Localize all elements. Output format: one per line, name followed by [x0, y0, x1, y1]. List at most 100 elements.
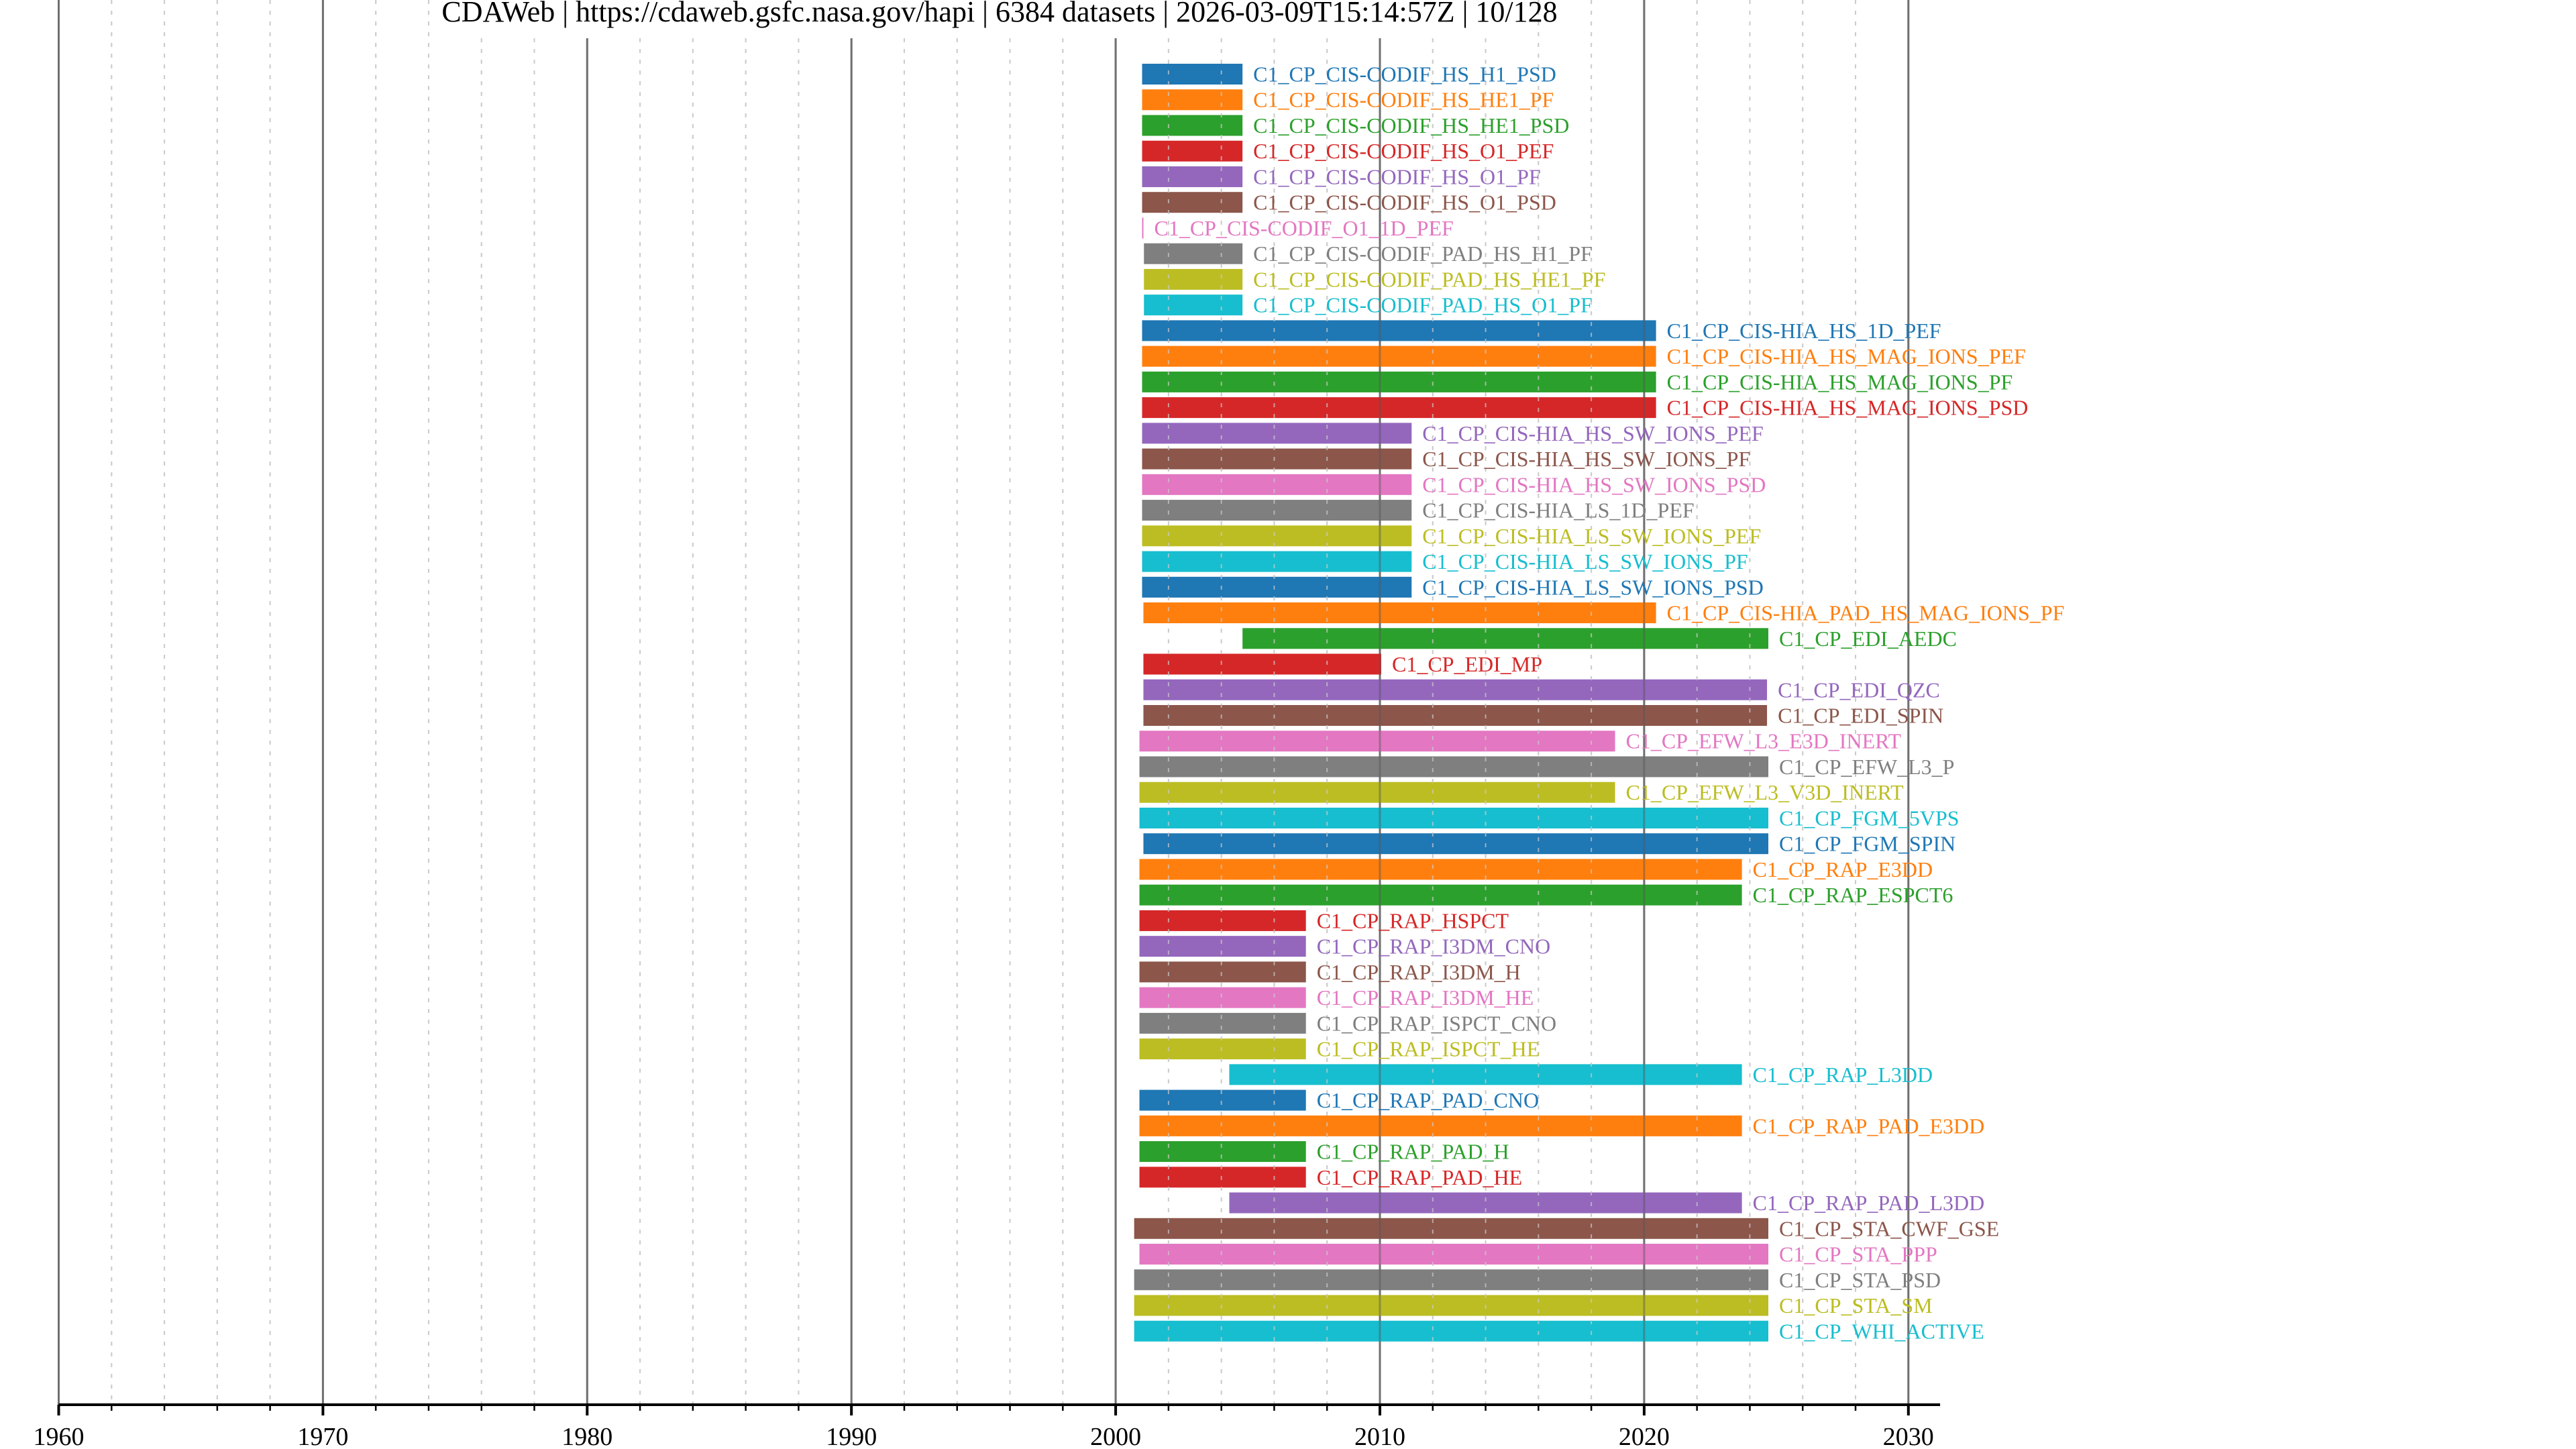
dataset-label: C1_CP_CIS-CODIF_HS_H1_PSD: [1253, 62, 1556, 87]
dataset-label: C1_CP_CIS-CODIF_HS_O1_PF: [1253, 164, 1541, 189]
dataset-bar[interactable]: [1142, 140, 1243, 162]
dataset-bar[interactable]: [1142, 551, 1412, 572]
dataset-bar[interactable]: [1134, 1320, 1769, 1342]
dataset-bar[interactable]: [1139, 936, 1306, 957]
dataset-bar[interactable]: [1142, 371, 1656, 392]
dataset-label: C1_CP_STA_SM: [1779, 1293, 1933, 1318]
dataset-bar[interactable]: [1142, 576, 1412, 598]
dataset-bar[interactable]: [1143, 833, 1769, 855]
dataset-bar[interactable]: [1139, 1038, 1306, 1060]
dataset-bar[interactable]: [1142, 115, 1243, 136]
dataset-bar[interactable]: [1139, 961, 1306, 983]
dataset-label: C1_CP_CIS-HIA_LS_SW_IONS_PEF: [1422, 524, 1761, 548]
dataset-bar[interactable]: [1139, 1244, 1769, 1265]
dataset-label: C1_CP_CIS-HIA_PAD_HS_MAG_IONS_PF: [1667, 601, 2065, 625]
dataset-bar[interactable]: [1144, 294, 1243, 316]
dataset-labels: C1_CP_CIS-CODIF_HS_H1_PSDC1_CP_CIS-CODIF…: [1154, 62, 2064, 1344]
dataset-bar[interactable]: [1142, 448, 1412, 470]
dataset-bar[interactable]: [1134, 1218, 1769, 1239]
title-background: [463, 0, 1536, 38]
dataset-label: C1_CP_RAP_PAD_HE: [1317, 1165, 1522, 1189]
dataset-bar[interactable]: [1142, 423, 1412, 444]
dataset-bar[interactable]: [1134, 1295, 1769, 1316]
dataset-label: C1_CP_CIS-CODIF_PAD_HS_HE1_PF: [1253, 267, 1605, 291]
dataset-bar[interactable]: [1144, 268, 1243, 290]
dataset-bar[interactable]: [1139, 1089, 1306, 1111]
dataset-bar[interactable]: [1142, 217, 1144, 239]
dataset-label: C1_CP_CIS-HIA_LS_1D_PEF: [1422, 498, 1694, 523]
dataset-label: C1_CP_RAP_I3DM_H: [1317, 960, 1521, 984]
gridline-overlay: [58, 0, 1910, 1405]
dataset-label: C1_CP_EFW_L3_P: [1779, 755, 1954, 779]
dataset-bar[interactable]: [1139, 910, 1306, 931]
dataset-label: C1_CP_CIS-HIA_HS_MAG_IONS_PF: [1667, 370, 2013, 394]
dataset-label: C1_CP_RAP_PAD_H: [1317, 1140, 1509, 1164]
dataset-bar[interactable]: [1142, 345, 1656, 367]
dataset-bar[interactable]: [1142, 525, 1412, 547]
dataset-label: C1_CP_CIS-CODIF_HS_HE1_PF: [1253, 88, 1554, 112]
x-tick-label: 1980: [561, 1423, 612, 1449]
chart-title-group: CDAWeb | https://cdaweb.gsfc.nasa.gov/ha…: [441, 0, 1558, 38]
dataset-label: C1_CP_CIS-HIA_LS_SW_IONS_PF: [1422, 549, 1748, 574]
dataset-label: C1_CP_RAP_I3DM_HE: [1317, 985, 1534, 1010]
dataset-bar[interactable]: [1143, 705, 1768, 726]
dataset-label: C1_CP_CIS-HIA_HS_MAG_IONS_PSD: [1667, 396, 2029, 420]
dataset-label: C1_CP_RAP_I3DM_CNO: [1317, 934, 1551, 959]
dataset-label: C1_CP_EDI_MP: [1392, 652, 1542, 676]
dataset-label: C1_CP_RAP_L3DD: [1753, 1063, 1933, 1087]
dataset-label: C1_CP_RAP_ISPCT_HE: [1317, 1037, 1540, 1061]
dataset-bar[interactable]: [1142, 320, 1656, 341]
dataset-label: C1_CP_FGM_5VPS: [1779, 806, 1960, 830]
dataset-label: C1_CP_EFW_L3_V3D_INERT: [1626, 780, 1904, 804]
dataset-bar[interactable]: [1143, 653, 1381, 675]
dataset-bar[interactable]: [1139, 884, 1742, 906]
dataset-label: C1_CP_RAP_HSPCT: [1317, 908, 1509, 932]
dataset-label: C1_CP_STA_CWF_GSE: [1779, 1216, 1999, 1240]
chart-title: CDAWeb | https://cdaweb.gsfc.nasa.gov/ha…: [441, 0, 1557, 28]
dataset-bar[interactable]: [1142, 166, 1243, 187]
dataset-bar[interactable]: [1139, 1141, 1306, 1163]
dataset-bar[interactable]: [1142, 397, 1656, 419]
dataset-bar[interactable]: [1139, 807, 1769, 828]
x-axis-tick-labels: 1960 1970 1980 1990 2000 2010 2020 2030: [34, 1423, 1934, 1449]
dataset-bar[interactable]: [1139, 731, 1615, 752]
x-tick-label: 1990: [826, 1423, 877, 1449]
dataset-bar[interactable]: [1139, 756, 1769, 777]
dataset-label: C1_CP_CIS-HIA_HS_SW_IONS_PEF: [1422, 421, 1764, 445]
dataset-bar[interactable]: [1142, 89, 1243, 111]
dataset-bar[interactable]: [1134, 1269, 1769, 1291]
dataset-bar[interactable]: [1139, 1115, 1742, 1136]
dataset-label: C1_CP_EDI_SPIN: [1778, 704, 1943, 728]
dataset-bar[interactable]: [1139, 782, 1615, 803]
dataset-bar[interactable]: [1143, 602, 1656, 624]
dataset-label: C1_CP_STA_PPP: [1779, 1242, 1937, 1267]
dataset-label: C1_CP_WHI_ACTIVE: [1779, 1319, 1984, 1343]
dataset-label: C1_CP_EDI_QZC: [1778, 678, 1940, 702]
dataset-bar[interactable]: [1242, 628, 1769, 649]
dataset-label: C1_CP_EFW_L3_E3D_INERT: [1626, 729, 1902, 753]
dataset-bar[interactable]: [1139, 1012, 1306, 1034]
dataset-label: C1_CP_CIS-CODIF_HS_HE1_PSD: [1253, 113, 1569, 138]
dataset-label: C1_CP_CIS-CODIF_HS_O1_PSD: [1253, 191, 1556, 215]
dataset-label: C1_CP_CIS-HIA_HS_MAG_IONS_PEF: [1667, 344, 2026, 368]
dataset-bar[interactable]: [1139, 987, 1306, 1008]
dataset-bar[interactable]: [1142, 474, 1412, 495]
dataset-bar[interactable]: [1142, 64, 1243, 85]
dataset-bar[interactable]: [1144, 243, 1243, 264]
dataset-bar[interactable]: [1143, 679, 1768, 700]
dataset-label: C1_CP_CIS-CODIF_HS_O1_PEF: [1253, 139, 1554, 163]
dataset-label: C1_CP_CIS-CODIF_PAD_HS_H1_PF: [1253, 241, 1593, 266]
dataset-label: C1_CP_RAP_PAD_L3DD: [1753, 1191, 1985, 1215]
x-tick-label: 2010: [1354, 1423, 1405, 1449]
dataset-label: C1_CP_RAP_ISPCT_CNO: [1317, 1011, 1556, 1035]
dataset-label: C1_CP_EDI_AEDC: [1779, 627, 1957, 651]
x-tick-label: 2020: [1619, 1423, 1670, 1449]
dataset-bar[interactable]: [1139, 1167, 1306, 1188]
dataset-bars: [1134, 64, 1769, 1342]
dataset-bar[interactable]: [1142, 500, 1412, 521]
dataset-bar[interactable]: [1142, 192, 1243, 213]
dataset-bar[interactable]: [1139, 859, 1742, 880]
x-tick-label: 1970: [297, 1423, 348, 1449]
x-tick-label: 2000: [1090, 1423, 1141, 1449]
